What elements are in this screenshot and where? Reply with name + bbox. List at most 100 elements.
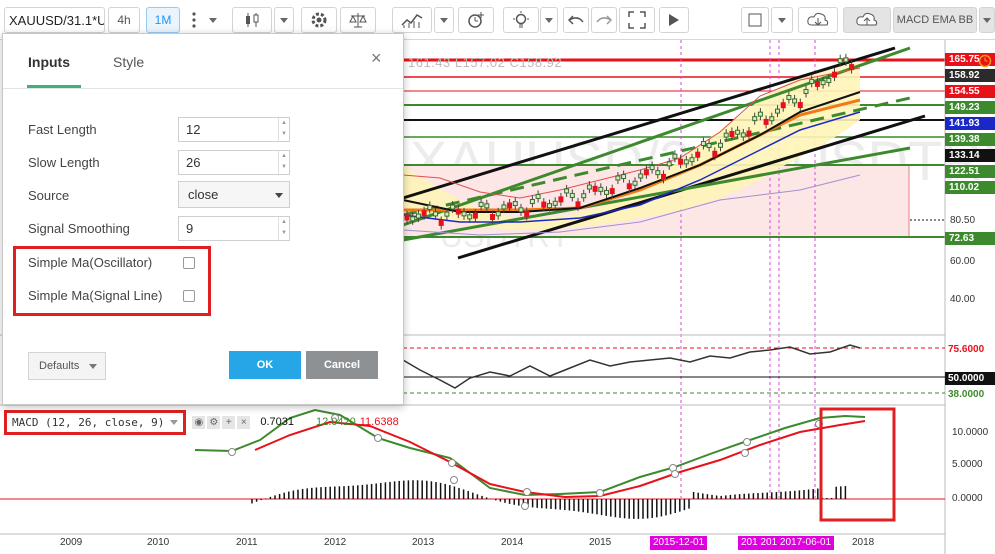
- candle-body: [814, 80, 820, 87]
- active-tab-indicator: [27, 85, 81, 88]
- cloud-upload-icon: [856, 12, 878, 26]
- settings-gear-icon[interactable]: ⚙: [207, 415, 221, 429]
- price-label-110: 110.02: [945, 181, 995, 194]
- macd-line-value: 12.0420: [315, 416, 356, 428]
- symbol-search-field[interactable]: XAUUSD/31.1*USDTRY: [4, 7, 105, 33]
- cancel-button[interactable]: Cancel: [306, 351, 378, 379]
- interval-caret-icon[interactable]: [205, 7, 221, 33]
- chart-style-button[interactable]: [232, 7, 272, 33]
- candlesticks: [404, 53, 855, 230]
- checkbox-annotation-box: [13, 246, 211, 316]
- layout-name-button[interactable]: MACD EMA BB: [893, 7, 977, 33]
- macd-menu-caret-icon[interactable]: [170, 419, 179, 425]
- fast-length-value: 12: [186, 122, 201, 137]
- vertical-dots-icon[interactable]: [184, 7, 204, 33]
- time-flag-2015-12: 2015-12-01: [650, 536, 708, 550]
- ok-button[interactable]: OK: [229, 351, 301, 379]
- candle-body: [735, 129, 741, 135]
- candle-body: [433, 211, 438, 217]
- price-axis-40: 40.00: [950, 294, 976, 305]
- slow-length-stepper[interactable]: ▲ ▼: [278, 151, 289, 174]
- signal-line: [254, 420, 866, 499]
- indicators-caret-icon[interactable]: [434, 7, 454, 33]
- remove-icon[interactable]: ×: [237, 415, 251, 429]
- candle-body: [706, 142, 712, 148]
- fast-length-stepper[interactable]: ▲ ▼: [278, 118, 289, 141]
- interval-1m-button[interactable]: 1M: [146, 7, 180, 33]
- candle-body: [661, 173, 666, 180]
- simple-ma-oscillator-label: Simple Ma(Oscillator): [28, 255, 153, 270]
- replay-button[interactable]: [659, 7, 689, 33]
- plus-icon[interactable]: +: [222, 415, 236, 429]
- candle-body: [683, 159, 689, 165]
- scales-icon: [349, 13, 367, 28]
- candle-body: [803, 88, 809, 94]
- compare-button[interactable]: [340, 7, 376, 33]
- slow-length-value: 26: [186, 155, 201, 170]
- close-icon[interactable]: ×: [371, 48, 382, 68]
- ohlc-header: 161.43 L157.02 C158.92: [408, 55, 563, 70]
- time-label-2012: 2012: [324, 537, 347, 548]
- price-label-133: 133.14: [945, 149, 995, 162]
- candle-body: [592, 185, 598, 192]
- layout-name-label: MACD EMA BB: [896, 14, 974, 26]
- color-button[interactable]: [741, 7, 769, 33]
- simple-ma-signal-checkbox[interactable]: [183, 290, 195, 302]
- indicators-button[interactable]: [392, 7, 432, 33]
- macd-title: MACD (12, 26, close, 9): [12, 415, 165, 429]
- fast-length-input[interactable]: 12 ▲ ▼: [178, 117, 290, 142]
- source-select[interactable]: close: [178, 181, 290, 208]
- trendline-green-upper: [402, 46, 911, 227]
- tab-inputs[interactable]: Inputs: [28, 54, 70, 70]
- redo-button[interactable]: [591, 7, 617, 33]
- candle-body: [740, 132, 746, 138]
- eye-icon[interactable]: ◉: [192, 415, 206, 429]
- candle-body: [809, 78, 815, 84]
- clock-alert-icon[interactable]: [978, 54, 992, 68]
- chevron-down-icon: [275, 193, 283, 198]
- fullscreen-icon: [628, 11, 646, 29]
- candle-body: [450, 204, 456, 210]
- lightbulb-icon: [513, 11, 529, 28]
- candle-body: [700, 140, 706, 146]
- tab-style[interactable]: Style: [113, 54, 145, 70]
- ideas-button[interactable]: [503, 7, 539, 33]
- candle-body: [666, 161, 672, 167]
- settings-button[interactable]: [301, 7, 337, 33]
- macd-title-box[interactable]: MACD (12, 26, close, 9): [4, 409, 187, 435]
- candle-body: [837, 58, 843, 64]
- candle-body: [598, 186, 604, 192]
- undo-button[interactable]: [563, 7, 589, 33]
- simple-ma-oscillator-checkbox[interactable]: [183, 257, 195, 269]
- slow-length-input[interactable]: 26 ▲ ▼: [178, 150, 290, 175]
- color-caret-icon[interactable]: [771, 7, 793, 33]
- candle-body: [769, 116, 775, 122]
- candle-body: [438, 219, 444, 226]
- fullscreen-button[interactable]: [619, 7, 655, 33]
- signal-smoothing-stepper[interactable]: ▲ ▼: [278, 217, 289, 240]
- candle-body: [763, 118, 769, 125]
- candle-body: [404, 214, 410, 221]
- candle-body: [512, 201, 518, 207]
- layout-caret-icon[interactable]: [979, 7, 995, 33]
- candle-body: [461, 211, 467, 217]
- alert-button[interactable]: [458, 7, 494, 33]
- macd-cross-markers: [228, 414, 823, 510]
- save-layout-button[interactable]: [843, 7, 891, 33]
- candle-body: [655, 170, 661, 176]
- ideas-caret-icon[interactable]: [540, 7, 558, 33]
- time-flag-2017-06: 201 201 2017-06-01: [738, 536, 835, 550]
- candle-body: [581, 193, 587, 199]
- chart-style-caret-icon[interactable]: [274, 7, 294, 33]
- simple-ma-signal-label: Simple Ma(Signal Line): [28, 288, 163, 303]
- signal-smoothing-input[interactable]: 9 ▲ ▼: [178, 216, 290, 241]
- candle-body: [615, 175, 621, 181]
- load-layout-button[interactable]: [798, 7, 838, 33]
- defaults-label: Defaults: [39, 360, 80, 372]
- source-label: Source: [28, 188, 70, 203]
- candle-body: [780, 102, 786, 109]
- defaults-button[interactable]: Defaults: [28, 352, 106, 380]
- ma-black: [402, 91, 861, 213]
- interval-4h-button[interactable]: 4h: [108, 7, 140, 33]
